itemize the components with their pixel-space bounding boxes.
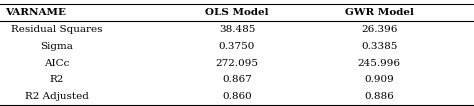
Text: 245.996: 245.996 xyxy=(358,59,401,68)
Text: 0.3385: 0.3385 xyxy=(361,42,397,51)
Text: 0.867: 0.867 xyxy=(222,75,252,84)
Text: 0.3750: 0.3750 xyxy=(219,42,255,51)
Text: GWR Model: GWR Model xyxy=(345,8,414,17)
Text: 0.909: 0.909 xyxy=(365,75,394,84)
Text: VARNAME: VARNAME xyxy=(5,8,66,17)
Text: AICc: AICc xyxy=(44,59,70,68)
Text: 0.860: 0.860 xyxy=(222,92,252,101)
Text: Sigma: Sigma xyxy=(40,42,73,51)
Text: Residual Squares: Residual Squares xyxy=(11,25,103,34)
Text: OLS Model: OLS Model xyxy=(205,8,269,17)
Text: R2: R2 xyxy=(50,75,64,84)
Text: 272.095: 272.095 xyxy=(216,59,258,68)
Text: R2 Adjusted: R2 Adjusted xyxy=(25,92,89,101)
Text: 26.396: 26.396 xyxy=(361,25,397,34)
Text: 38.485: 38.485 xyxy=(219,25,255,34)
Text: 0.886: 0.886 xyxy=(365,92,394,101)
